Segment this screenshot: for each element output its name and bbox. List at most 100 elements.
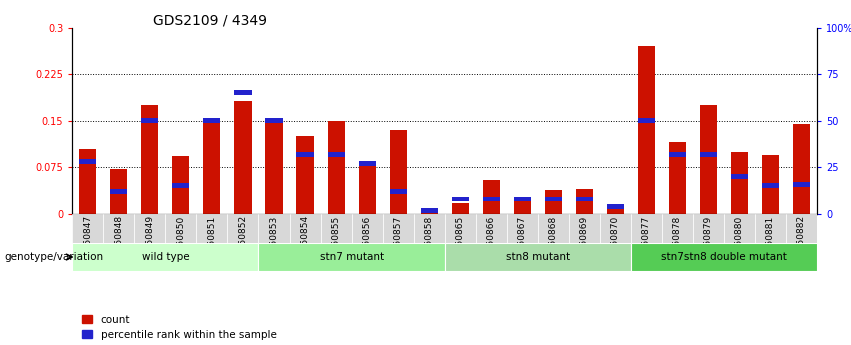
Bar: [390, 130, 407, 214]
FancyBboxPatch shape: [351, 214, 383, 243]
Text: GSM50855: GSM50855: [332, 215, 340, 265]
FancyBboxPatch shape: [662, 214, 693, 243]
Text: GSM50849: GSM50849: [146, 215, 154, 265]
Bar: [514, 197, 531, 201]
FancyBboxPatch shape: [72, 243, 259, 271]
Bar: [576, 189, 593, 214]
Text: GSM50858: GSM50858: [425, 215, 434, 265]
Bar: [483, 197, 500, 201]
FancyBboxPatch shape: [693, 214, 724, 243]
Text: stn7stn8 double mutant: stn7stn8 double mutant: [661, 252, 787, 262]
FancyBboxPatch shape: [259, 214, 289, 243]
FancyBboxPatch shape: [227, 214, 259, 243]
Bar: [762, 155, 779, 214]
Bar: [234, 101, 252, 214]
FancyBboxPatch shape: [538, 214, 568, 243]
Bar: [266, 118, 283, 214]
FancyBboxPatch shape: [414, 214, 444, 243]
FancyBboxPatch shape: [197, 214, 227, 243]
Text: GSM50851: GSM50851: [208, 215, 216, 265]
Text: GSM50870: GSM50870: [611, 215, 620, 265]
FancyBboxPatch shape: [444, 214, 476, 243]
Bar: [296, 136, 313, 214]
Text: GSM50868: GSM50868: [549, 215, 557, 265]
Bar: [793, 181, 810, 187]
FancyBboxPatch shape: [568, 214, 600, 243]
Bar: [141, 118, 158, 123]
Bar: [607, 209, 624, 214]
Text: GSM50867: GSM50867: [517, 215, 527, 265]
Bar: [390, 189, 407, 194]
Bar: [358, 161, 375, 166]
FancyBboxPatch shape: [72, 214, 103, 243]
Text: GSM50856: GSM50856: [363, 215, 372, 265]
Bar: [111, 189, 128, 194]
FancyBboxPatch shape: [134, 214, 165, 243]
Bar: [452, 197, 469, 201]
FancyBboxPatch shape: [755, 214, 786, 243]
Bar: [545, 197, 562, 201]
Bar: [420, 208, 437, 213]
Bar: [731, 174, 748, 179]
FancyBboxPatch shape: [476, 214, 506, 243]
Bar: [607, 204, 624, 209]
Bar: [79, 159, 96, 164]
FancyBboxPatch shape: [289, 214, 321, 243]
Text: GSM50877: GSM50877: [642, 215, 651, 265]
Bar: [576, 197, 593, 201]
Bar: [762, 184, 779, 188]
Text: GSM50848: GSM50848: [114, 215, 123, 265]
Text: GSM50853: GSM50853: [270, 215, 278, 265]
Legend: count, percentile rank within the sample: count, percentile rank within the sample: [82, 315, 277, 340]
Bar: [700, 105, 717, 214]
Bar: [669, 142, 686, 214]
FancyBboxPatch shape: [383, 214, 414, 243]
FancyBboxPatch shape: [600, 214, 631, 243]
Text: GSM50882: GSM50882: [797, 215, 806, 265]
Bar: [173, 156, 190, 214]
Bar: [173, 184, 190, 188]
Text: genotype/variation: genotype/variation: [4, 252, 103, 262]
Bar: [266, 118, 283, 123]
Text: GSM50854: GSM50854: [300, 215, 310, 265]
Text: GSM50865: GSM50865: [455, 215, 465, 265]
Bar: [545, 190, 562, 214]
Bar: [141, 105, 158, 214]
Bar: [328, 152, 345, 157]
Bar: [358, 163, 375, 214]
Bar: [700, 152, 717, 157]
Bar: [731, 152, 748, 214]
Text: GSM50866: GSM50866: [487, 215, 495, 265]
FancyBboxPatch shape: [259, 243, 444, 271]
Text: GSM50869: GSM50869: [580, 215, 589, 265]
Bar: [79, 149, 96, 214]
Bar: [483, 180, 500, 214]
Text: GDS2109 / 4349: GDS2109 / 4349: [153, 14, 267, 28]
Text: stn7 mutant: stn7 mutant: [319, 252, 384, 262]
Text: GSM50850: GSM50850: [176, 215, 186, 265]
Text: stn8 mutant: stn8 mutant: [505, 252, 570, 262]
FancyBboxPatch shape: [444, 243, 631, 271]
Text: GSM50847: GSM50847: [83, 215, 93, 265]
FancyBboxPatch shape: [724, 214, 755, 243]
Bar: [452, 203, 469, 214]
Text: GSM50881: GSM50881: [766, 215, 775, 265]
Bar: [328, 121, 345, 214]
Text: GSM50857: GSM50857: [394, 215, 403, 265]
Bar: [296, 152, 313, 157]
Bar: [420, 213, 437, 214]
Bar: [111, 169, 128, 214]
FancyBboxPatch shape: [631, 214, 662, 243]
FancyBboxPatch shape: [631, 243, 817, 271]
FancyBboxPatch shape: [103, 214, 134, 243]
Bar: [669, 152, 686, 157]
Bar: [234, 90, 252, 95]
Text: wild type: wild type: [141, 252, 189, 262]
Text: GSM50878: GSM50878: [673, 215, 682, 265]
Bar: [514, 200, 531, 214]
Text: GSM50852: GSM50852: [238, 215, 248, 265]
Bar: [203, 118, 220, 123]
Bar: [637, 118, 655, 123]
FancyBboxPatch shape: [786, 214, 817, 243]
Text: GSM50880: GSM50880: [735, 215, 744, 265]
